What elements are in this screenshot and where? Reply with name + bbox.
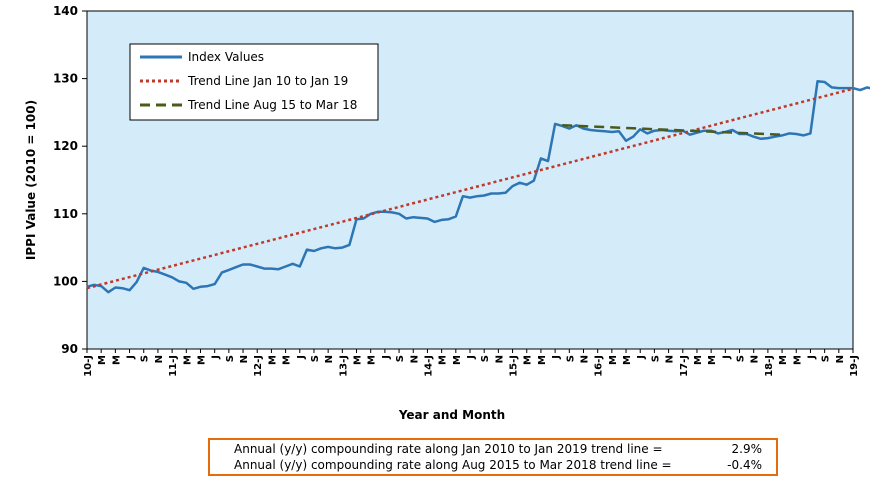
x-tick-label: 14-J bbox=[423, 355, 434, 377]
x-tick-label: 12-J bbox=[253, 355, 264, 377]
x-tick-label: M bbox=[608, 355, 619, 365]
x-tick-label: 18-J bbox=[764, 355, 775, 377]
x-tick-label: N bbox=[750, 355, 761, 363]
y-tick-label: 110 bbox=[53, 207, 78, 221]
x-tick-label: M bbox=[693, 355, 704, 365]
x-tick-label: 19-J bbox=[849, 355, 860, 377]
x-tick-label: S bbox=[310, 355, 321, 362]
x-tick-label: 10-J bbox=[83, 355, 94, 377]
x-tick-label: J bbox=[721, 355, 732, 360]
x-tick-label: S bbox=[736, 355, 747, 362]
x-tick-label: N bbox=[494, 355, 505, 363]
x-tick-label: J bbox=[296, 355, 307, 360]
x-tick-label: M bbox=[438, 355, 449, 365]
x-tick-label: M bbox=[523, 355, 534, 365]
x-tick-label: 16-J bbox=[594, 355, 605, 377]
rate-row-aug15-mar18: Annual (y/y) compounding rate along Aug … bbox=[234, 458, 762, 474]
series-line-trend-aug15-mar18 bbox=[562, 123, 783, 136]
legend-label-trend-aug15-mar18: Trend Line Aug 15 to Mar 18 bbox=[187, 98, 357, 112]
rate-label: Annual (y/y) compounding rate along Aug … bbox=[234, 458, 672, 472]
x-tick-label: N bbox=[239, 355, 250, 363]
x-tick-label: J bbox=[806, 355, 817, 360]
rate-row-jan10-jan19: Annual (y/y) compounding rate along Jan … bbox=[234, 442, 762, 458]
x-tick-label: M bbox=[282, 355, 293, 365]
legend-label-index-values: Index Values bbox=[188, 50, 264, 64]
x-tick-label: M bbox=[182, 355, 193, 365]
x-tick-label: M bbox=[622, 355, 633, 365]
x-tick-label: J bbox=[636, 355, 647, 360]
x-tick-label: J bbox=[466, 355, 477, 360]
x-tick-label: M bbox=[97, 355, 108, 365]
x-tick-label: M bbox=[111, 355, 122, 365]
x-tick-label: S bbox=[225, 355, 236, 362]
x-tick-label: M bbox=[367, 355, 378, 365]
x-tick-label: J bbox=[551, 355, 562, 360]
legend: Index Values Trend Line Jan 10 to Jan 19… bbox=[129, 43, 379, 121]
x-tick-label: M bbox=[537, 355, 548, 365]
rate-value: 2.9% bbox=[731, 442, 763, 456]
x-tick-label: M bbox=[267, 355, 278, 365]
y-tick-label: 140 bbox=[53, 4, 78, 18]
x-tick-label: S bbox=[650, 355, 661, 362]
x-tick-label: S bbox=[140, 355, 151, 362]
x-tick-label: 15-J bbox=[509, 355, 520, 377]
x-tick-label: J bbox=[126, 355, 137, 360]
rate-value: -0.4% bbox=[727, 458, 762, 472]
y-tick-label: 100 bbox=[53, 274, 78, 288]
x-tick-label: S bbox=[395, 355, 406, 362]
x-tick-label: N bbox=[154, 355, 165, 363]
x-tick-label: J bbox=[211, 355, 222, 360]
x-tick-label: N bbox=[835, 355, 846, 363]
compounding-rate-box: Annual (y/y) compounding rate along Jan … bbox=[208, 438, 778, 476]
x-tick-label: S bbox=[565, 355, 576, 362]
x-axis-title: Year and Month bbox=[398, 408, 505, 422]
x-tick-label: J bbox=[381, 355, 392, 360]
legend-label-trend-jan10-jan19: Trend Line Jan 10 to Jan 19 bbox=[187, 74, 348, 88]
x-tick-label: N bbox=[665, 355, 676, 363]
y-tick-label: 120 bbox=[53, 139, 78, 153]
x-tick-label: M bbox=[707, 355, 718, 365]
x-tick-label: M bbox=[452, 355, 463, 365]
y-tick-label: 130 bbox=[53, 72, 78, 86]
x-tick-label: N bbox=[409, 355, 420, 363]
y-tick-label: 90 bbox=[61, 342, 78, 356]
x-tick-label: 13-J bbox=[338, 355, 349, 377]
x-tick-label: N bbox=[324, 355, 335, 363]
x-tick-label: M bbox=[196, 355, 207, 365]
x-tick-label: M bbox=[353, 355, 364, 365]
x-tick-label: 11-J bbox=[168, 355, 179, 377]
x-tick-label: M bbox=[778, 355, 789, 365]
x-tick-label: S bbox=[821, 355, 832, 362]
x-tick-label: S bbox=[480, 355, 491, 362]
rate-label: Annual (y/y) compounding rate along Jan … bbox=[234, 442, 663, 456]
x-tick-label: M bbox=[792, 355, 803, 365]
y-axis-title: IPPI Value (2010 = 100) bbox=[24, 100, 38, 260]
x-tick-label: N bbox=[579, 355, 590, 363]
x-tick-label: 17-J bbox=[679, 355, 690, 377]
